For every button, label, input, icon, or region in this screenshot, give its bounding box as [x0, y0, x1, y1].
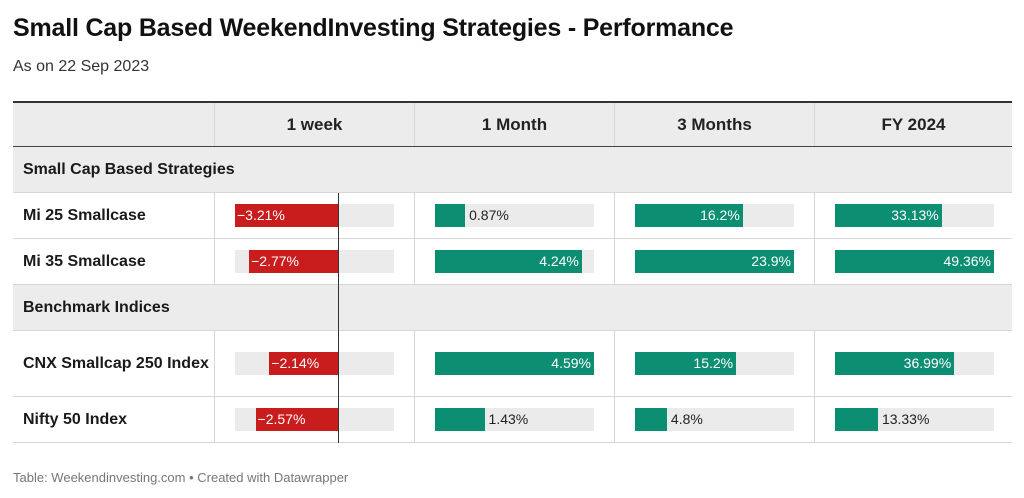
bar-value-label: −3.21% [237, 207, 285, 223]
bar-track: 33.13% [835, 204, 994, 227]
bar-track: 4.8% [635, 408, 794, 431]
bar-value-label: 15.2% [693, 355, 734, 371]
cell-1-month: 4.59% [414, 331, 614, 396]
performance-table: 1 week 1 Month 3 Months FY 2024 Small Ca… [13, 101, 1012, 443]
bar-positive [835, 250, 994, 273]
bar-value-label: 1.43% [488, 411, 529, 427]
bar-track: 23.9% [635, 250, 794, 273]
row-name: Nifty 50 Index [23, 411, 128, 428]
chart-title: Small Cap Based WeekendInvesting Strateg… [13, 14, 734, 42]
bar-positive [435, 352, 594, 375]
bar-positive [835, 352, 955, 375]
bar-track: 16.2% [635, 204, 794, 227]
cell-3-months: 4.8% [614, 397, 814, 442]
bar-value-label: 36.99% [903, 355, 952, 371]
bar-value-label: 4.24% [539, 253, 579, 269]
bar-positive [435, 204, 466, 227]
cell-fy-2024: 33.13% [814, 193, 1012, 238]
table-row: Nifty 50 Index −2.57% 1.43% 4.8% 13.33% [13, 397, 1012, 443]
cell-fy-2024: 49.36% [814, 239, 1012, 284]
bar-value-label: 4.59% [551, 355, 591, 371]
bar-positive [635, 352, 737, 375]
cell-fy-2024: 36.99% [814, 331, 1012, 396]
bar-value-label: 49.36% [943, 253, 991, 269]
bar-track: −3.21% [235, 204, 394, 227]
table-row: Mi 35 Smallcase −2.77% 4.24% 23.9% 49.36% [13, 239, 1012, 285]
header-cell-name [13, 103, 214, 146]
bar-positive [635, 204, 743, 227]
cell-1-week: −2.57% [214, 397, 414, 442]
cell-1-month: 1.43% [414, 397, 614, 442]
bar-track: −2.77% [235, 250, 394, 273]
header-cell-3-months: 3 Months [614, 103, 814, 146]
bar-track: 36.99% [835, 352, 994, 375]
bar-track: 13.33% [835, 408, 994, 431]
bar-negative [269, 352, 338, 375]
bar-negative [249, 250, 338, 273]
bar-positive [635, 250, 794, 273]
header-cell-1-month: 1 Month [414, 103, 614, 146]
bar-track: 4.59% [435, 352, 594, 375]
bar-negative [235, 204, 338, 227]
cell-1-month: 4.24% [414, 239, 614, 284]
chart-subtitle: As on 22 Sep 2023 [13, 58, 150, 75]
cell-fy-2024: 13.33% [814, 397, 1012, 442]
cell-1-week: −2.77% [214, 239, 414, 284]
bar-value-label: 13.33% [881, 411, 930, 427]
chart-footer: Table: Weekendinvesting.com • Created wi… [13, 470, 349, 485]
bar-value-label: 23.9% [751, 253, 791, 269]
header-cell-1-week: 1 week [214, 103, 414, 146]
cell-1-month: 0.87% [414, 193, 614, 238]
bar-track: 1.43% [435, 408, 594, 431]
bar-negative [255, 408, 338, 431]
bar-value-label: −2.57% [257, 411, 306, 427]
cell-3-months: 16.2% [614, 193, 814, 238]
bar-value-label: 0.87% [469, 207, 509, 223]
bar-positive [835, 408, 878, 431]
group-row: Small Cap Based Strategies [13, 147, 1012, 193]
bar-track: 15.2% [635, 352, 794, 375]
bar-positive [435, 250, 582, 273]
bar-track: −2.57% [235, 408, 394, 431]
bar-value-label: 4.8% [670, 411, 703, 427]
bar-value-label: −2.77% [251, 253, 299, 269]
row-name: Mi 25 Smallcase [23, 207, 146, 224]
bar-track: 4.24% [435, 250, 594, 273]
bar-positive [835, 204, 942, 227]
bar-value-label: −2.14% [271, 355, 320, 371]
table-row: CNX Smallcap 250 Index −2.14% 4.59% 15.2% 36… [13, 331, 1012, 397]
bar-track: −2.14% [235, 352, 394, 375]
bar-positive [435, 408, 485, 431]
table-header-row: 1 week 1 Month 3 Months FY 2024 [13, 101, 1012, 147]
cell-3-months: 23.9% [614, 239, 814, 284]
bar-value-label: 16.2% [700, 207, 740, 223]
cell-1-week: −3.21% [214, 193, 414, 238]
row-name: Mi 35 Smallcase [23, 253, 146, 270]
bar-track: 49.36% [835, 250, 994, 273]
cell-3-months: 15.2% [614, 331, 814, 396]
header-cell-fy-2024: FY 2024 [814, 103, 1012, 146]
cell-1-week: −2.14% [214, 331, 414, 396]
table-row: Mi 25 Smallcase −3.21% 0.87% 16.2% 33.13% [13, 193, 1012, 239]
bar-positive [635, 408, 667, 431]
zero-axis-line [338, 193, 339, 443]
group-row: Benchmark Indices [13, 285, 1012, 331]
bar-value-label: 33.13% [891, 207, 939, 223]
row-name: CNX Smallcap 250 Index [23, 355, 209, 372]
bar-track: 0.87% [435, 204, 594, 227]
